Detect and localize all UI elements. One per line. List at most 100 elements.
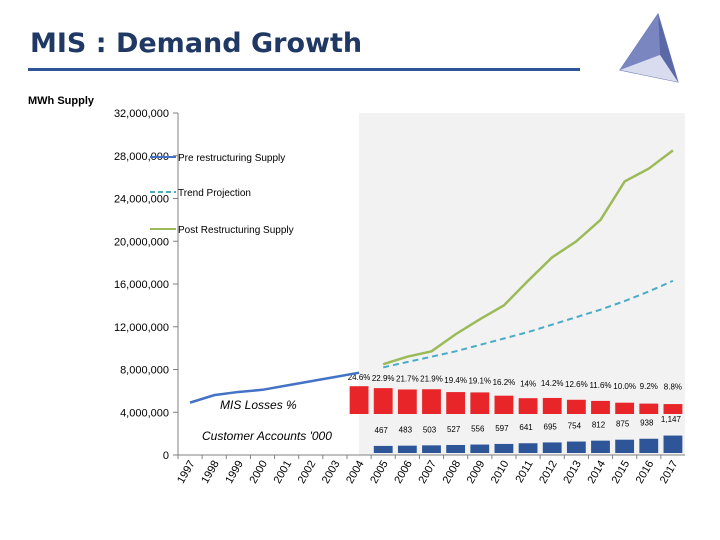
- x-tick-label: 2007: [416, 459, 439, 486]
- y-tick-label: 4,000,000: [120, 407, 169, 419]
- loss-bar: [373, 388, 393, 414]
- x-tick-label: 2004: [344, 459, 367, 486]
- account-bar: [615, 439, 635, 453]
- legend: Pre restructuring Supply Trend Projection…: [150, 153, 294, 236]
- account-bar: [566, 441, 586, 453]
- x-tick-label: 2010: [489, 459, 512, 486]
- y-tick-label: 20,000,000: [114, 236, 169, 248]
- account-label: 467: [375, 426, 389, 435]
- loss-bar: [663, 404, 683, 414]
- account-bar: [397, 445, 417, 453]
- loss-labels: 24.6% 22.9% 21.7% 21.9% 19.4% 19.1% 16.2% 14% 14…: [348, 373, 682, 391]
- x-tick-label: 2000: [247, 459, 270, 486]
- loss-label: 12.6%: [565, 380, 588, 389]
- loss-bar: [494, 395, 514, 414]
- account-label: 1,147: [661, 415, 682, 424]
- y-tick-label: 28,000,000: [114, 151, 169, 163]
- account-label: 938: [640, 418, 654, 427]
- account-bar: [591, 440, 610, 453]
- loss-bar: [639, 403, 659, 414]
- x-tick-label: 2013: [561, 459, 584, 486]
- y-tick-label: 12,000,000: [114, 322, 169, 334]
- x-tick-label: 2005: [368, 459, 391, 486]
- x-tick-label: 2009: [465, 459, 488, 486]
- loss-label: 24.6%: [348, 373, 371, 382]
- loss-bar: [397, 389, 417, 414]
- loss-bar: [470, 392, 490, 414]
- legend-label: Pre restructuring Supply: [178, 153, 285, 164]
- y-tick-label: 32,000,000: [114, 108, 169, 120]
- loss-bar: [349, 386, 369, 414]
- account-bar: [663, 435, 683, 453]
- accounts-annotation: Customer Accounts '000: [202, 429, 332, 443]
- x-tick-label: 2014: [585, 459, 608, 486]
- x-tick-label: 1997: [175, 459, 198, 486]
- y-tick-label: 8,000,000: [120, 365, 169, 377]
- loss-label: 14.2%: [541, 379, 564, 388]
- page-title: MIS : Demand Growth: [30, 28, 363, 59]
- loss-label: 9.2%: [640, 382, 658, 391]
- x-tick-label: 2011: [513, 459, 535, 485]
- account-bar: [542, 442, 562, 453]
- y-tick-label: 0: [163, 450, 169, 462]
- account-label: 695: [544, 422, 558, 431]
- account-label: 875: [616, 419, 630, 428]
- loss-bars: [349, 386, 683, 414]
- loss-label: 21.9%: [420, 375, 443, 384]
- x-tick-label: 2015: [610, 459, 633, 486]
- triangle-logo-icon: [619, 12, 679, 83]
- legend-label: Trend Projection: [178, 188, 251, 199]
- x-tick-label: 2003: [320, 459, 343, 486]
- account-bar: [373, 445, 393, 453]
- account-bar: [446, 444, 466, 453]
- series-lines: [189, 149, 674, 404]
- account-bar: [639, 438, 659, 453]
- x-tick-label: 2002: [296, 459, 319, 486]
- loss-label: 11.6%: [589, 381, 611, 390]
- loss-label: 19.4%: [444, 376, 467, 385]
- account-labels: 467 483 503 527 556 597 641 695 754 812 875 938 1,14…: [375, 415, 682, 435]
- loss-bar: [542, 397, 562, 414]
- loss-label: 16.2%: [493, 378, 516, 387]
- account-bars: [373, 435, 683, 453]
- series-line-0: [189, 371, 360, 404]
- x-tick-label: 1998: [199, 459, 222, 486]
- y-tick-label: 16,000,000: [114, 279, 169, 291]
- y-axis-label: MWh Supply: [28, 95, 94, 107]
- series-line-2: [382, 149, 674, 366]
- x-tick-label: 2006: [392, 459, 415, 486]
- loss-label: 14%: [520, 379, 536, 388]
- account-label: 754: [568, 421, 582, 430]
- account-bar: [518, 443, 538, 453]
- account-label: 597: [495, 424, 509, 433]
- loss-bar: [591, 400, 610, 414]
- loss-label: 21.7%: [396, 375, 419, 384]
- y-ticks: 0 4,000,000 8,000,000 12,000,000 16,000,000 2…: [114, 108, 178, 462]
- x-tick-label: 2008: [441, 459, 464, 486]
- y-tick-label: 24,000,000: [114, 194, 169, 206]
- loss-bar: [446, 392, 466, 414]
- loss-bar: [566, 399, 586, 414]
- account-label: 527: [447, 425, 461, 434]
- loss-label: 22.9%: [372, 374, 395, 383]
- x-tick-label: 2012: [537, 459, 560, 486]
- x-ticks: 1997 1998 1999 2000 2001 2002 2003 2004 2005 2006…: [175, 455, 681, 486]
- account-label: 556: [471, 425, 485, 434]
- loss-bar: [518, 398, 538, 414]
- x-tick-label: 2017: [658, 459, 681, 486]
- loss-label: 8.8%: [664, 382, 682, 391]
- title-underline: [28, 68, 580, 71]
- account-bar: [470, 444, 490, 453]
- series-line-1: [382, 279, 674, 369]
- account-label: 503: [423, 425, 437, 434]
- legend-label: Post Restructuring Supply: [178, 225, 294, 236]
- x-tick-label: 1999: [223, 459, 246, 486]
- loss-label: 19.1%: [468, 376, 491, 385]
- x-tick-label: 2016: [634, 459, 657, 486]
- loss-label: 10.0%: [613, 382, 636, 391]
- x-tick-label: 2001: [272, 459, 295, 486]
- account-label: 812: [592, 420, 606, 429]
- losses-annotation: MIS Losses %: [220, 398, 297, 412]
- account-label: 641: [519, 423, 533, 432]
